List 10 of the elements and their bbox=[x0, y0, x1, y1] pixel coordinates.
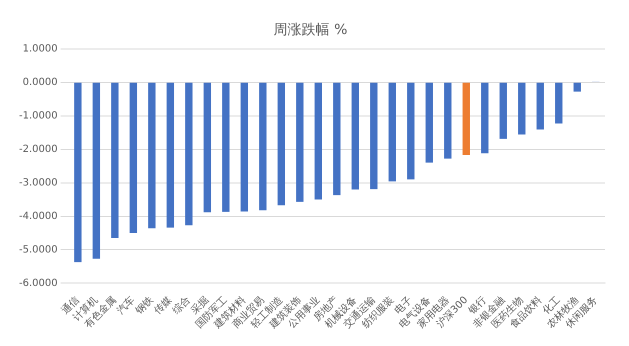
y-tick-label: 0.0000 bbox=[22, 76, 58, 88]
y-tick-label: -4.0000 bbox=[18, 210, 58, 222]
y-tick-label: -5.0000 bbox=[18, 244, 58, 256]
y-tick-label: 1.0000 bbox=[22, 43, 58, 54]
y-tick-label: -2.0000 bbox=[18, 144, 58, 155]
chart-title: 周涨跌幅 % bbox=[274, 22, 348, 38]
x-tick-label: 钢铁 bbox=[132, 294, 156, 318]
y-tick-label: -6.0000 bbox=[18, 278, 58, 289]
y-tick-label: -1.0000 bbox=[18, 110, 58, 122]
y-tick-label: -3.0000 bbox=[18, 177, 58, 188]
